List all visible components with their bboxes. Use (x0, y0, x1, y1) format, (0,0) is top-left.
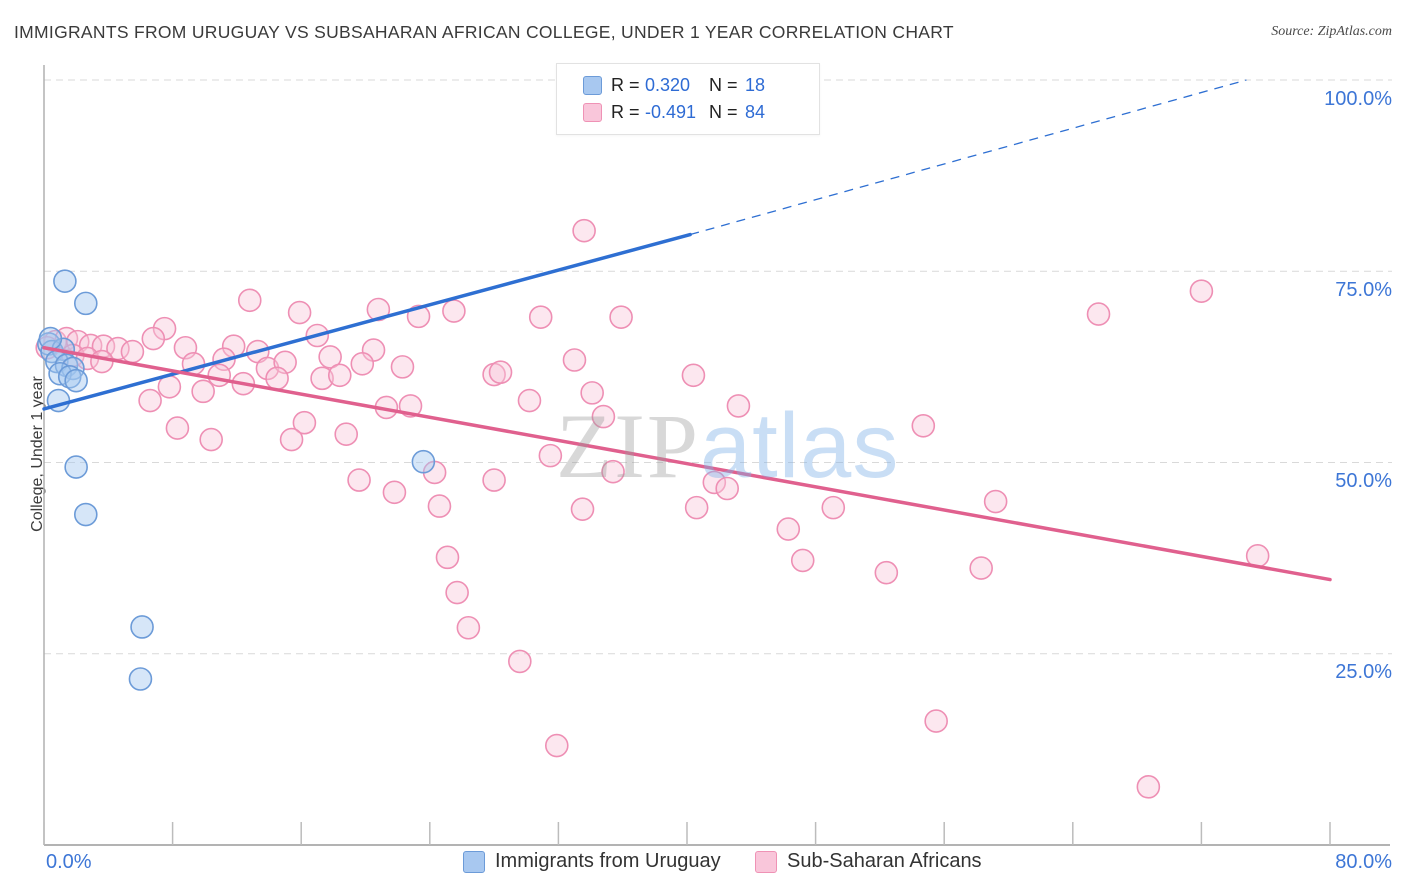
y-tick-25: 25.0% (1335, 661, 1392, 683)
legend-item-uruguay: Immigrants from Uruguay (463, 850, 721, 873)
y-tick-75: 75.0% (1335, 279, 1392, 301)
stats-row-subsaharan: R = -0.491 N = 84 (583, 102, 819, 123)
legend-item-subsaharan: Sub-Saharan Africans (755, 850, 982, 873)
r-label: R = (611, 102, 640, 122)
legend-label: Immigrants from Uruguay (495, 850, 721, 872)
subsaharan-swatch-icon (755, 850, 777, 873)
x-tick-max: 80.0% (1335, 851, 1392, 873)
source-credit: Source: ZipAtlas.com (1271, 24, 1392, 39)
stats-row-uruguay: R = 0.320 N = 18 (583, 75, 819, 96)
r-label: R = (611, 75, 640, 95)
legend-label: Sub-Saharan Africans (787, 850, 982, 872)
x-tick-min: 0.0% (46, 851, 92, 873)
correlation-stats-box: R = 0.320 N = 18 R = -0.491 N = 84 (556, 63, 820, 135)
y-tick-50: 50.0% (1335, 470, 1392, 492)
uruguay-swatch-icon (463, 850, 485, 873)
y-tick-100: 100.0% (1324, 88, 1392, 110)
uruguay-swatch-icon (583, 76, 602, 95)
n-label: N = (709, 75, 738, 95)
subsaharan-swatch-icon (583, 103, 602, 122)
n-value: 18 (745, 75, 766, 95)
n-value: 84 (745, 102, 766, 122)
r-value: -0.491 (645, 102, 697, 122)
n-label: N = (709, 102, 738, 122)
page-title: IMMIGRANTS FROM URUGUAY VS SUBSAHARAN AF… (14, 22, 954, 42)
r-value: 0.320 (645, 75, 691, 95)
